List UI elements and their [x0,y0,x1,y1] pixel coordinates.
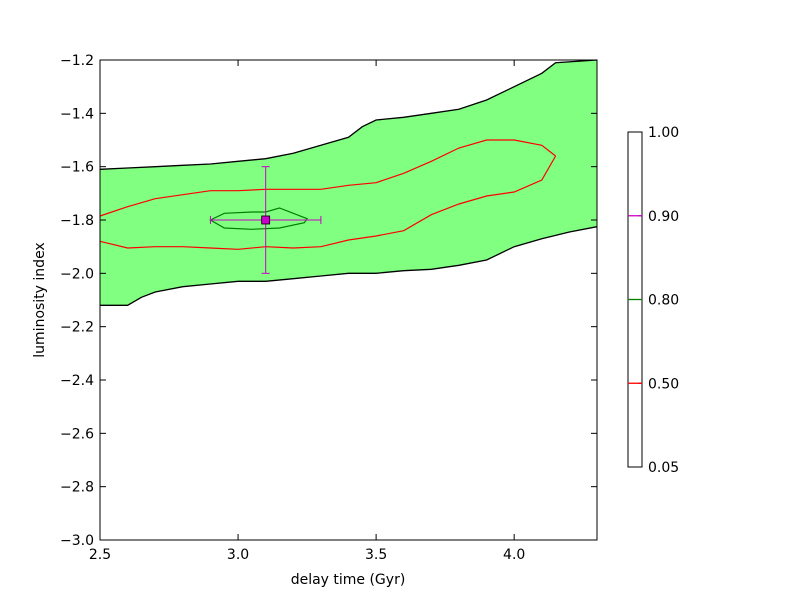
x-tick-label: 3.5 [365,547,387,563]
y-tick-label: −3.0 [60,533,94,549]
y-tick-label: −2.8 [60,480,94,496]
y-tick-label: −2.4 [60,373,94,389]
colorbar-tick-label: 0.80 [648,293,679,309]
x-tick-label: 2.5 [89,547,111,563]
y-tick-label: −1.2 [60,53,94,69]
x-tick-label: 3.0 [227,547,249,563]
colorbar-tick-label: 0.50 [648,376,679,392]
plot-frame [99,59,598,541]
data-point-marker [261,215,271,225]
contour-050-upper [99,139,556,217]
contour-fill-005 [100,60,597,306]
y-tick-label: −2.0 [60,266,94,282]
y-tick-label: −1.8 [60,213,94,229]
colorbar-tick-label: 0.05 [648,460,679,476]
axes: 2.5 3.0 3.5 4.0 −3.0 −2.8 −2.6 −2.4 −2.2 −2.0 −1.8… [60,53,598,563]
colorbar-tick-label: 0.90 [648,209,679,225]
colorbar-tick-label: 1.00 [648,125,679,141]
y-tick-label: −2.6 [60,426,94,442]
contour-005-upper [99,59,598,170]
y-axis-label: luminosity index [32,242,48,357]
contour-005-lower [100,226,598,306]
plot-area [99,59,598,306]
contour-050-lower [99,155,557,250]
colorbar: 0.05 0.50 0.80 0.90 1.00 [627,125,679,476]
x-tick-label: 4.0 [503,547,525,563]
contour-080 [209,207,309,230]
y-tick-label: −2.2 [60,320,94,336]
x-axis-label: delay time (Gyr) [291,572,406,588]
y-tick-label: −1.4 [60,106,94,122]
y-tick-label: −1.6 [60,160,94,176]
